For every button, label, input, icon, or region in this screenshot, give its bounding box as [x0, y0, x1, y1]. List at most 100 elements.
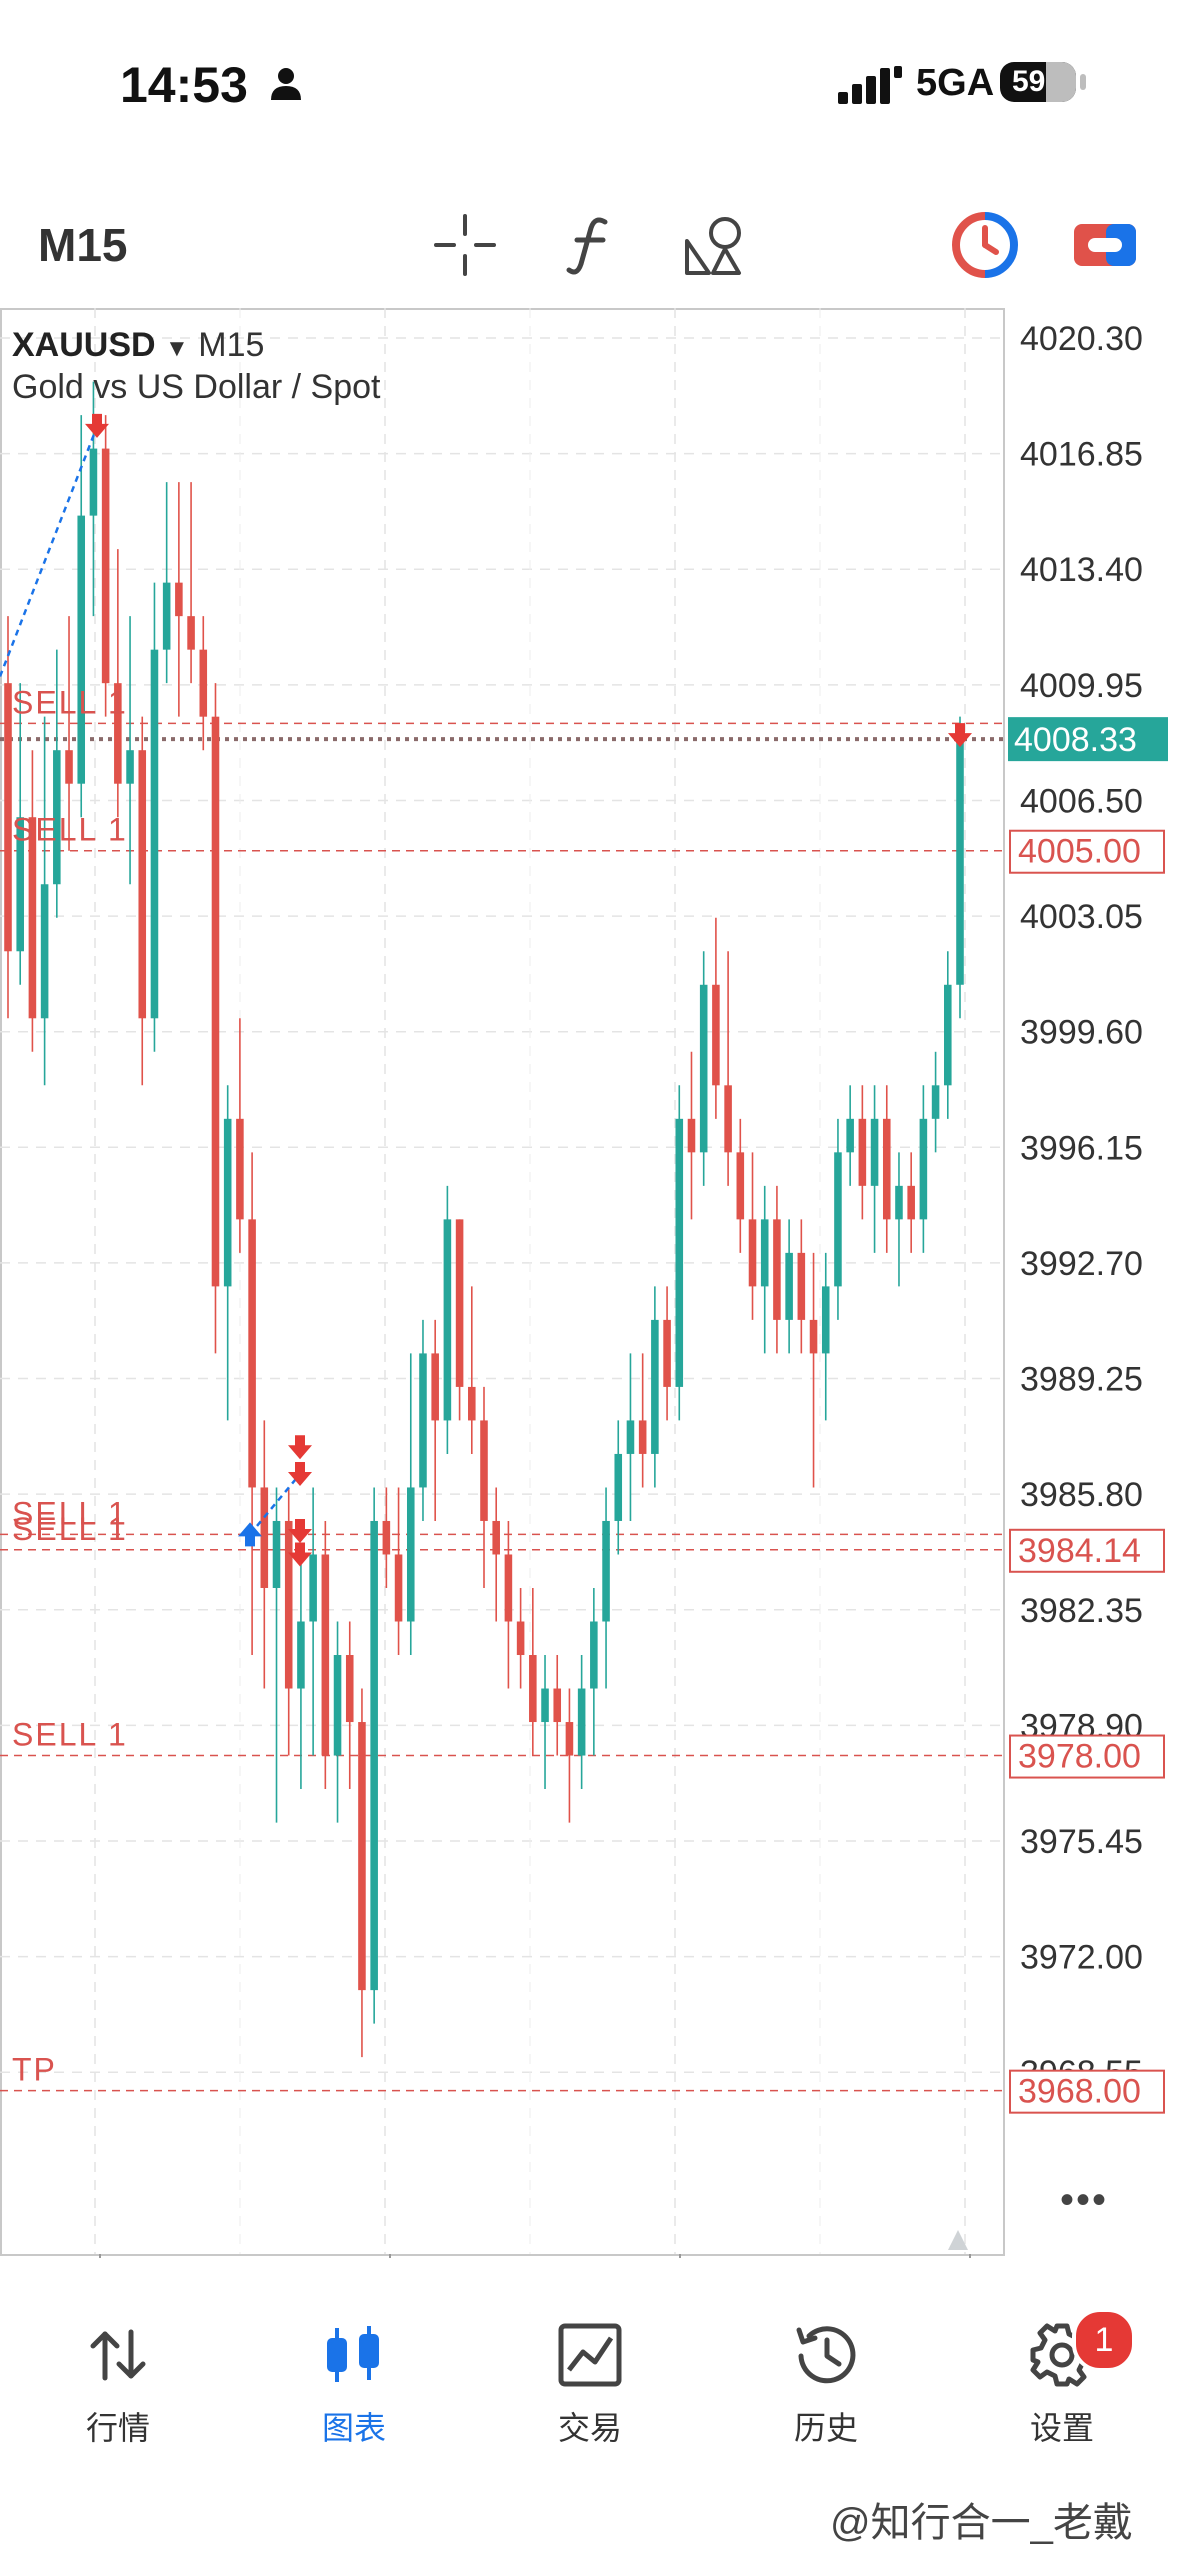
- one-click-trading-button[interactable]: [950, 210, 1020, 280]
- candle-body: [565, 1722, 574, 1756]
- candles-icon: [327, 2326, 379, 2382]
- candle-body: [699, 984, 708, 1153]
- current-price-label: 4008.33: [1014, 721, 1137, 759]
- nav-quotes[interactable]: 行情: [48, 2320, 188, 2449]
- nav-trade[interactable]: 交易: [520, 2320, 660, 2449]
- order-line-label: TP: [12, 2052, 57, 2088]
- candle-body: [321, 1554, 330, 1756]
- candle-body: [773, 1219, 781, 1320]
- candle-body: [492, 1520, 500, 1555]
- depth-of-market-button[interactable]: [1070, 210, 1140, 280]
- candle-body: [626, 1420, 635, 1454]
- price-axis-label: 4013.40: [1020, 551, 1143, 589]
- candle-body: [358, 1722, 366, 1991]
- sell-arrow: [85, 413, 109, 438]
- candle-body: [345, 1655, 354, 1723]
- nav-chart[interactable]: 图表: [284, 2320, 424, 2449]
- candle-body: [187, 616, 195, 650]
- candle-body: [419, 1353, 427, 1488]
- status-bar: 14:53 5GA 59: [0, 0, 1179, 160]
- price-axis-label: 4009.95: [1020, 667, 1143, 705]
- price-axis-label: 3972.00: [1020, 1939, 1143, 1977]
- candle-body: [931, 1085, 940, 1119]
- candle-body: [260, 1487, 269, 1588]
- battery-level: 59: [1012, 65, 1046, 98]
- sell-arrow: [288, 1462, 312, 1487]
- candle-body: [553, 1688, 562, 1723]
- function-icon: [566, 217, 608, 275]
- candle-body: [846, 1118, 854, 1153]
- price-axis-label: 4016.85: [1020, 436, 1143, 474]
- objects-button[interactable]: [680, 210, 750, 280]
- candle-body: [675, 1118, 684, 1387]
- candle-body: [602, 1520, 610, 1622]
- price-axis-label: 3992.70: [1020, 1245, 1143, 1283]
- nav-history[interactable]: 历史: [756, 2320, 896, 2449]
- order-line-label: SELL 1: [12, 684, 128, 720]
- current-price-tag: [1008, 717, 1168, 762]
- person-icon: [271, 68, 301, 100]
- status-time: 14:53: [120, 57, 248, 113]
- price-chart[interactable]: 4020.30 4016.85 4013.40 4009.95 4006.50 4003.…: [0, 308, 1179, 2258]
- candle-body: [248, 1219, 256, 1488]
- candle-body: [614, 1453, 623, 1521]
- candle-body: [40, 884, 49, 1019]
- nav-settings-label: 设置: [1029, 2410, 1094, 2446]
- order-line-label: SELL 1: [12, 812, 128, 848]
- trade-toggle-icon: [1074, 224, 1136, 266]
- price-axis-label: 3999.60: [1020, 1014, 1143, 1052]
- candle-body: [541, 1688, 549, 1723]
- candle-body: [53, 750, 61, 885]
- candle-body: [882, 1118, 891, 1220]
- candle-body: [114, 683, 122, 784]
- nav-trade-label: 交易: [557, 2410, 622, 2446]
- candle-body: [651, 1319, 659, 1454]
- sell-arrow: [288, 1542, 312, 1567]
- candle-body: [821, 1286, 830, 1354]
- candle-body: [760, 1219, 769, 1287]
- network-type: 5GA: [916, 62, 995, 104]
- candle-body: [199, 649, 208, 717]
- candle-body: [748, 1219, 757, 1287]
- candle-body: [687, 1118, 696, 1153]
- crosshair-button[interactable]: [430, 210, 500, 280]
- candle-body: [834, 1152, 842, 1287]
- candle-body: [724, 1085, 732, 1153]
- watermark: @知行合一_老戴: [830, 2501, 1133, 2545]
- candle-body: [236, 1118, 244, 1220]
- candle-body: [101, 448, 110, 684]
- battery-icon: 59: [1000, 62, 1076, 102]
- price-axis-label: 3975.45: [1020, 1823, 1143, 1861]
- candle-body: [272, 1520, 281, 1588]
- candle-body: [150, 649, 159, 1019]
- order-price-tag: [1009, 2069, 1165, 2114]
- candle-body: [16, 817, 24, 952]
- notification-badge: 1: [1072, 2308, 1136, 2372]
- nav-settings[interactable]: 1 设置: [992, 2308, 1136, 2449]
- order-price-tag: [1009, 1734, 1165, 1779]
- order-line-label: SELL 1: [12, 1511, 128, 1547]
- timeframe-button[interactable]: M15: [38, 219, 128, 271]
- crosshair-icon: [434, 214, 496, 276]
- candle-body: [77, 515, 86, 784]
- candle-body: [382, 1520, 391, 1555]
- candle-body: [919, 1118, 928, 1220]
- more-options-icon[interactable]: •••: [1060, 2178, 1109, 2222]
- sell-arrow: [288, 1519, 312, 1544]
- chart-toolbar: M15: [0, 180, 1179, 310]
- candle-body: [309, 1554, 317, 1622]
- trade-chart-icon: [558, 2323, 622, 2387]
- order-price-tag: [1009, 829, 1165, 874]
- chart-canvas[interactable]: 4020.30 4016.85 4013.40 4009.95 4006.50 4003.…: [0, 308, 1179, 2258]
- candle-body: [529, 1655, 537, 1723]
- candle-body: [175, 582, 183, 617]
- price-axis-label: 3985.80: [1020, 1476, 1143, 1514]
- candle-body: [455, 1219, 464, 1387]
- order-price-label: 3984.14: [1018, 1532, 1141, 1570]
- chart-frame: [0, 308, 1005, 2256]
- candle-body: [297, 1621, 305, 1689]
- candle-body: [126, 750, 134, 784]
- indicators-button[interactable]: [555, 210, 625, 280]
- symbol-header[interactable]: XAUUSD ▼ M15: [12, 326, 264, 365]
- symbol-dropdown-icon: ▼: [165, 335, 189, 362]
